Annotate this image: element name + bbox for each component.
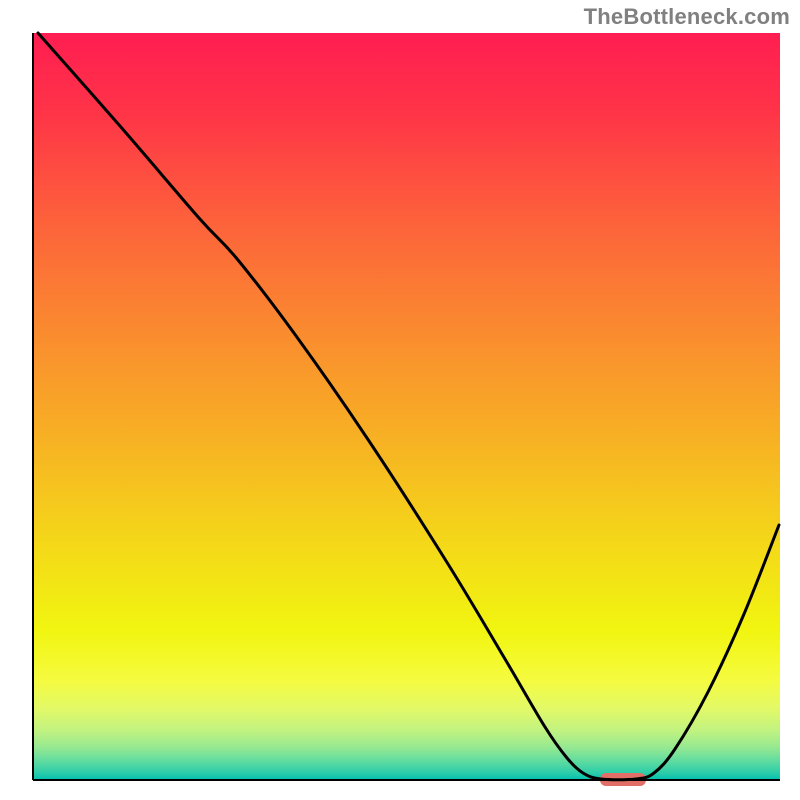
bottleneck-chart-container: TheBottleneck.com [0,0,800,800]
plot-background [33,33,780,780]
bottleneck-chart-svg [0,0,800,800]
